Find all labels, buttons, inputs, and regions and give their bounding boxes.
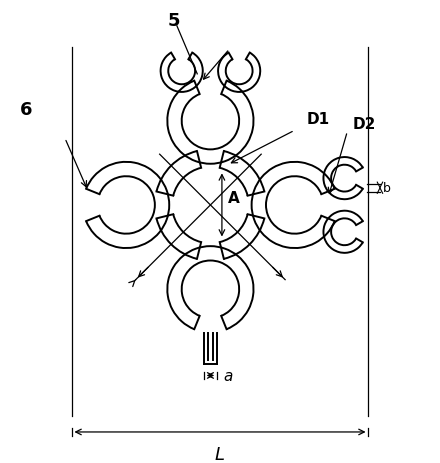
Text: a: a (224, 368, 233, 383)
Text: A: A (227, 190, 239, 205)
Text: 5: 5 (168, 12, 180, 30)
Text: 6: 6 (20, 101, 33, 119)
Text: L: L (215, 445, 225, 463)
Text: D2: D2 (352, 117, 376, 132)
Text: D1: D1 (306, 112, 329, 127)
Text: b: b (383, 182, 391, 195)
